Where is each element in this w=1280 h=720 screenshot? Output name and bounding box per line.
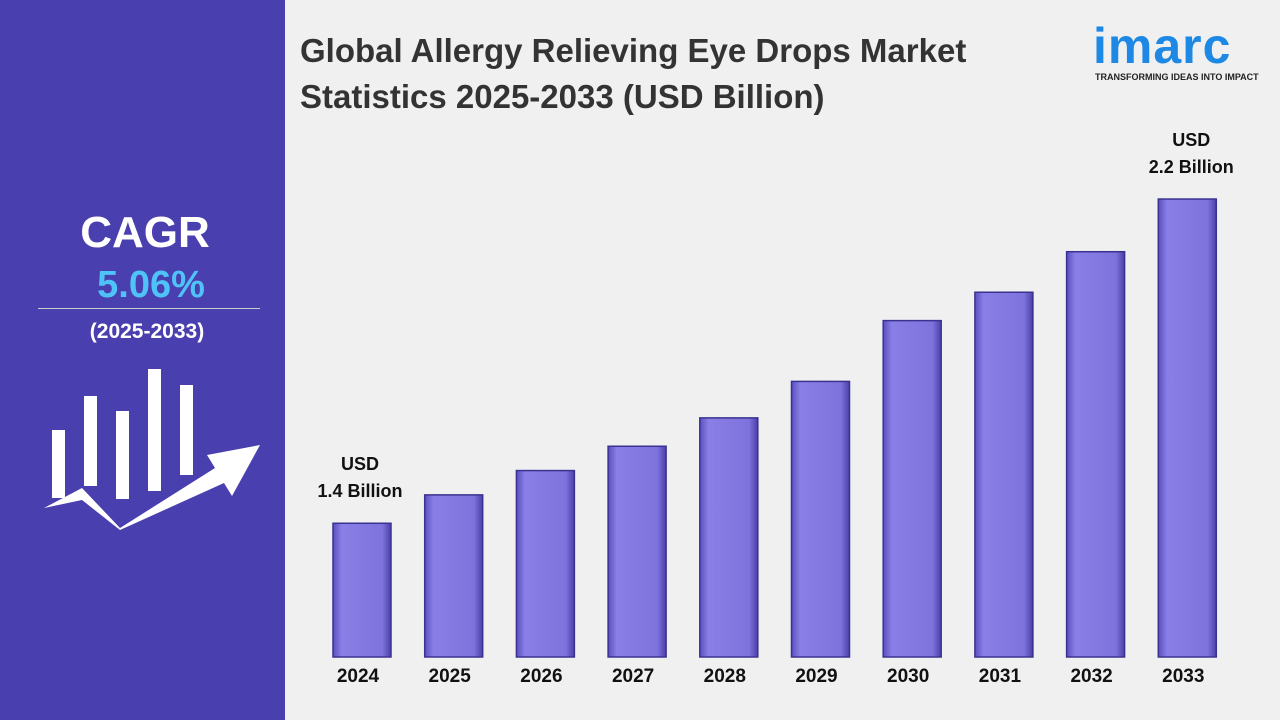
chart-title: Global Allergy Relieving Eye Drops Marke… bbox=[300, 32, 967, 115]
bar bbox=[332, 522, 392, 658]
x-tick-label: 2026 bbox=[520, 666, 562, 687]
bar bbox=[882, 319, 942, 658]
growth-icon bbox=[44, 369, 260, 530]
divider bbox=[38, 308, 260, 309]
x-tick-label: 2024 bbox=[337, 666, 380, 687]
bar bbox=[1065, 250, 1126, 658]
logo-tagline: TRANSFORMING IDEAS INTO IMPACT bbox=[1095, 72, 1259, 82]
bar bbox=[1157, 198, 1218, 658]
value-label: USD 1.4 Billion bbox=[317, 454, 403, 502]
logo: imarc bbox=[1093, 18, 1232, 74]
x-tick-label: 2032 bbox=[1070, 666, 1112, 687]
x-tick-label: 2031 bbox=[979, 666, 1022, 687]
x-tick-label: 2033 bbox=[1162, 666, 1204, 687]
cagr-period: (2025-2033) bbox=[89, 320, 205, 343]
x-tick-label: 2025 bbox=[429, 666, 472, 687]
value-label: USD 2.2 Billion bbox=[1148, 130, 1234, 178]
bar bbox=[699, 417, 759, 658]
x-tick-label: 2030 bbox=[887, 666, 929, 687]
cagr-value: 5.06% bbox=[97, 264, 205, 306]
x-tick-label: 2028 bbox=[704, 666, 746, 687]
x-tick-label: 2029 bbox=[795, 666, 837, 687]
bar bbox=[607, 445, 667, 658]
cagr-label: CAGR bbox=[80, 208, 210, 257]
sidebar: CAGR 5.06% (2025-2033) bbox=[0, 0, 285, 720]
bar bbox=[423, 494, 484, 658]
bar bbox=[515, 469, 576, 658]
bar bbox=[974, 291, 1034, 658]
bar bbox=[790, 380, 851, 658]
x-tick-label: 2027 bbox=[612, 666, 654, 687]
